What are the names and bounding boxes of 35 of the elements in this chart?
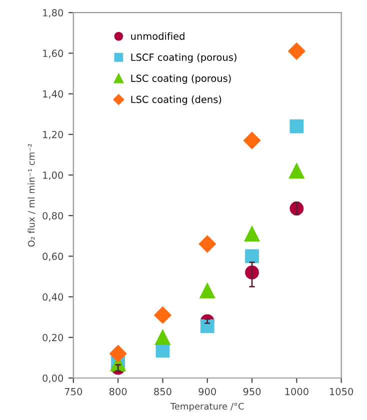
point <box>200 319 214 334</box>
point <box>198 235 216 253</box>
y-tick-label: 0,80 <box>42 212 64 220</box>
legend-label: LSC coating (dens) <box>131 96 222 105</box>
y-tick-label: 1,00 <box>43 171 64 180</box>
y-tick-label: 1,60 <box>43 50 64 58</box>
y-tick-label: 0,00 <box>42 374 64 383</box>
legend-label: LSC coating (porous) <box>131 74 231 84</box>
y-tick-label: 0,20 <box>42 334 64 342</box>
y-tick-label: 1,40 <box>43 90 64 99</box>
y-axis-title: O₂ flux / ml min⁻¹ cm⁻² <box>28 144 36 247</box>
x-tick-label: 900 <box>198 388 216 396</box>
y-tick-label: 0,60 <box>42 252 64 262</box>
x-tick-label: 750 <box>64 388 82 396</box>
y-tick-label: 0,40 <box>42 293 64 302</box>
point <box>290 119 304 134</box>
x-tick-label: 850 <box>154 388 172 396</box>
point <box>243 132 261 150</box>
legend-label: LSCF coating (porous) <box>131 53 236 63</box>
point <box>154 306 172 324</box>
x-tick-label: 950 <box>243 388 261 396</box>
point <box>288 42 306 60</box>
point <box>289 163 304 179</box>
legend-label: unmodified <box>131 32 184 40</box>
x-axis-title: Temperature /°C <box>170 402 244 412</box>
point <box>155 330 170 346</box>
y-tick-label: 1,20 <box>43 130 64 140</box>
point <box>200 283 215 298</box>
y-tick-label: 1,80 <box>43 9 64 18</box>
x-tick-label: 1000 <box>285 388 308 396</box>
x-tick-label: 1050 <box>330 388 354 396</box>
x-tick-label: 800 <box>109 388 127 396</box>
point <box>245 249 259 264</box>
point <box>244 226 260 242</box>
point <box>110 345 127 362</box>
